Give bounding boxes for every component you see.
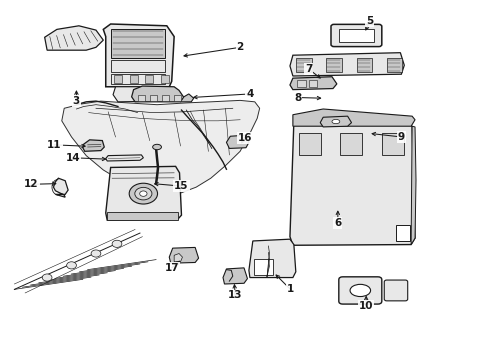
Ellipse shape [135, 187, 152, 200]
Text: 16: 16 [238, 133, 252, 143]
Polygon shape [53, 178, 68, 197]
Text: 9: 9 [398, 132, 405, 142]
Bar [150, 95, 157, 101]
Bar [162, 95, 169, 101]
Bar [107, 212, 178, 220]
Polygon shape [103, 24, 174, 87]
Bar [130, 75, 138, 83]
Text: 7: 7 [305, 64, 312, 74]
Bar [382, 134, 404, 155]
Circle shape [112, 240, 122, 247]
Ellipse shape [129, 183, 158, 204]
Bar [339, 30, 374, 42]
Bar [139, 95, 146, 101]
Polygon shape [83, 140, 104, 151]
Circle shape [91, 250, 101, 257]
Text: 1: 1 [287, 284, 294, 294]
Text: 10: 10 [359, 301, 373, 311]
Polygon shape [45, 26, 103, 50]
Text: 3: 3 [73, 96, 80, 106]
Text: 12: 12 [24, 179, 39, 189]
Bar [309, 80, 318, 87]
Bar [111, 29, 165, 58]
Polygon shape [132, 86, 184, 102]
Bar [357, 58, 372, 72]
Text: 15: 15 [174, 181, 189, 191]
Bar [111, 60, 165, 72]
Ellipse shape [140, 191, 147, 196]
Circle shape [42, 274, 52, 281]
Polygon shape [411, 126, 416, 244]
Bar [326, 58, 342, 72]
Text: 8: 8 [294, 93, 301, 103]
Bar [161, 75, 169, 83]
Polygon shape [249, 239, 296, 278]
Polygon shape [106, 166, 181, 220]
Bar [146, 75, 153, 83]
Polygon shape [290, 120, 415, 245]
Text: 5: 5 [366, 17, 373, 27]
Bar [114, 75, 122, 83]
Polygon shape [113, 87, 169, 102]
Text: 6: 6 [334, 218, 342, 228]
Polygon shape [62, 100, 260, 194]
Bar [296, 58, 312, 72]
Text: 13: 13 [228, 291, 243, 301]
Circle shape [67, 262, 76, 269]
Polygon shape [226, 135, 249, 148]
FancyBboxPatch shape [339, 277, 382, 304]
Bar [299, 134, 321, 155]
Polygon shape [290, 77, 337, 90]
Polygon shape [174, 253, 182, 262]
Polygon shape [106, 155, 144, 161]
Text: 11: 11 [47, 140, 62, 150]
Polygon shape [180, 94, 194, 102]
Polygon shape [169, 247, 198, 263]
Bar [297, 80, 306, 87]
Bar [174, 95, 181, 101]
FancyBboxPatch shape [384, 280, 408, 301]
Text: 14: 14 [66, 153, 80, 163]
Bar [340, 134, 362, 155]
Ellipse shape [332, 120, 340, 124]
Polygon shape [293, 109, 415, 126]
Bar [396, 225, 410, 241]
Text: 17: 17 [165, 263, 179, 273]
Polygon shape [290, 53, 404, 76]
Bar [387, 58, 402, 72]
Bar [254, 259, 273, 275]
Polygon shape [320, 116, 351, 127]
Text: 4: 4 [246, 89, 253, 99]
Ellipse shape [350, 284, 370, 297]
Bar [111, 74, 165, 84]
Ellipse shape [153, 144, 161, 150]
Text: 2: 2 [237, 42, 244, 52]
FancyBboxPatch shape [331, 24, 382, 46]
Polygon shape [223, 268, 247, 284]
